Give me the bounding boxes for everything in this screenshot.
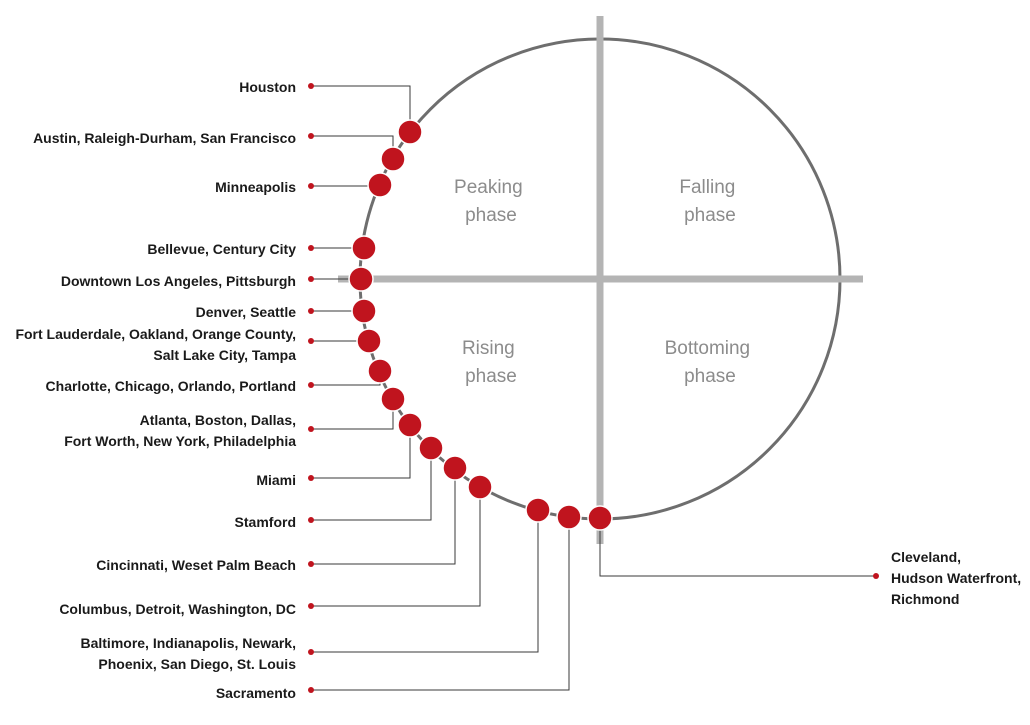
leader-line-austin: [311, 135, 394, 159]
label-endpoint-houston: [308, 83, 314, 89]
phase-label-peaking: Peaking phase: [454, 177, 528, 226]
label-endpoint-atlanta: [308, 426, 314, 432]
market-marker-charlotte: [367, 358, 393, 384]
market-marker-sacramento: [556, 504, 582, 530]
leader-line-sacramento: [311, 517, 570, 691]
leader-line-baltimore: [311, 510, 539, 653]
market-marker-houston: [397, 119, 423, 145]
market-label-line: Stamford: [235, 514, 296, 530]
label-endpoint-downtown-la: [308, 276, 314, 282]
market-label-line: Salt Lake City, Tampa: [153, 347, 296, 363]
market-marker-atlanta: [380, 386, 406, 412]
market-label-charlotte: Charlotte, Chicago, Orlando, Portland: [46, 378, 296, 394]
market-label-line: Austin, Raleigh-Durham, San Francisco: [33, 130, 296, 146]
market-label-baltimore: Baltimore, Indianapolis, Newark, Phoenix,…: [80, 635, 296, 672]
market-label-line: Phoenix, San Diego, St. Louis: [98, 656, 296, 672]
market-marker-denver: [351, 298, 377, 324]
leader-line-cleveland: [599, 518, 876, 577]
label-endpoint-cleveland: [873, 573, 879, 579]
leader-line-miami: [311, 425, 411, 479]
market-marker-cincinnati: [442, 455, 468, 481]
market-marker-downtown-la: [348, 266, 374, 292]
label-endpoint-sacramento: [308, 687, 314, 693]
market-label-line: Fort Lauderdale, Oakland, Orange County,: [15, 326, 296, 342]
market-marker-columbus: [467, 474, 493, 500]
market-label-downtown-la: Downtown Los Angeles, Pittsburgh: [61, 273, 296, 289]
market-label-denver: Denver, Seattle: [196, 304, 297, 320]
phase-label-bottoming: Bottoming phase: [665, 338, 756, 387]
market-marker-cleveland: [587, 505, 613, 531]
label-endpoint-charlotte: [308, 382, 314, 388]
label-endpoint-minneapolis: [308, 183, 314, 189]
market-markers: [348, 119, 613, 531]
market-label-fort-lauderdale: Fort Lauderdale, Oakland, Orange County,…: [15, 326, 296, 363]
leader-line-columbus: [311, 487, 481, 607]
label-endpoint-miami: [308, 475, 314, 481]
market-marker-miami: [397, 412, 423, 438]
market-label-line: Houston: [239, 79, 296, 95]
label-endpoint-stamford: [308, 517, 314, 523]
market-label-line: Denver, Seattle: [196, 304, 297, 320]
phase-label-falling: Falling phase: [679, 177, 740, 226]
market-label-columbus: Columbus, Detroit, Washington, DC: [59, 601, 296, 617]
market-label-line: Minneapolis: [215, 179, 296, 195]
label-endpoint-columbus: [308, 603, 314, 609]
leader-line-stamford: [311, 448, 432, 521]
market-label-line: Columbus, Detroit, Washington, DC: [59, 601, 296, 617]
label-endpoint-baltimore: [308, 649, 314, 655]
market-label-miami: Miami: [256, 472, 296, 488]
market-label-line: Baltimore, Indianapolis, Newark,: [80, 635, 296, 651]
market-marker-baltimore: [525, 497, 551, 523]
market-label-bellevue: Bellevue, Century City: [147, 241, 296, 257]
market-label-cleveland: Cleveland, Hudson Waterfront, Richmond: [891, 549, 1021, 607]
market-marker-fort-lauderdale: [356, 328, 382, 354]
market-label-line: Downtown Los Angeles, Pittsburgh: [61, 273, 296, 289]
market-label-atlanta: Atlanta, Boston, Dallas, Fort Worth, New …: [64, 412, 296, 449]
market-label-line: Charlotte, Chicago, Orlando, Portland: [46, 378, 296, 394]
market-label-minneapolis: Minneapolis: [215, 179, 296, 195]
market-label-line: Miami: [256, 472, 296, 488]
market-labels: Houston Austin, Raleigh-Durham, San Franc…: [15, 79, 1021, 701]
label-endpoint-austin: [308, 133, 314, 139]
label-endpoint-bellevue: [308, 245, 314, 251]
market-marker-bellevue: [351, 235, 377, 261]
phase-label-rising: Rising phase: [462, 338, 520, 387]
market-label-stamford: Stamford: [235, 514, 296, 530]
market-label-houston: Houston: [239, 79, 296, 95]
market-label-line: Cleveland,: [891, 549, 961, 565]
market-label-sacramento: Sacramento: [216, 685, 296, 701]
label-endpoint-denver: [308, 308, 314, 314]
market-label-line: Richmond: [891, 591, 959, 607]
label-endpoint-cincinnati: [308, 561, 314, 567]
market-label-line: Atlanta, Boston, Dallas,: [140, 412, 296, 428]
leader-line-cincinnati: [311, 468, 456, 565]
market-label-cincinnati: Cincinnati, Weset Palm Beach: [96, 557, 296, 573]
leader-line-houston: [311, 85, 411, 132]
market-marker-austin: [380, 146, 406, 172]
market-label-austin: Austin, Raleigh-Durham, San Francisco: [33, 130, 296, 146]
market-label-line: Sacramento: [216, 685, 296, 701]
market-label-line: Fort Worth, New York, Philadelphia: [64, 433, 296, 449]
label-endpoint-fort-lauderdale: [308, 338, 314, 344]
market-label-line: Hudson Waterfront,: [891, 570, 1021, 586]
market-marker-stamford: [418, 435, 444, 461]
market-label-line: Cincinnati, Weset Palm Beach: [96, 557, 296, 573]
market-label-line: Bellevue, Century City: [147, 241, 296, 257]
market-marker-minneapolis: [367, 172, 393, 198]
leader-line-atlanta: [311, 399, 394, 430]
